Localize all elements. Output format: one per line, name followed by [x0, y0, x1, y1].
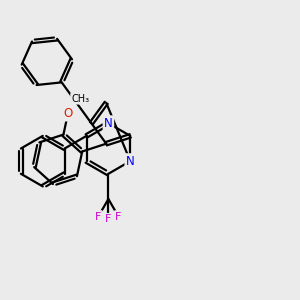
Text: CH₃: CH₃ — [71, 94, 89, 104]
Text: F: F — [115, 212, 122, 221]
Text: F: F — [95, 212, 101, 221]
Text: N: N — [104, 117, 113, 130]
Text: N: N — [126, 154, 135, 168]
Text: F: F — [105, 214, 112, 224]
Text: O: O — [63, 107, 73, 120]
